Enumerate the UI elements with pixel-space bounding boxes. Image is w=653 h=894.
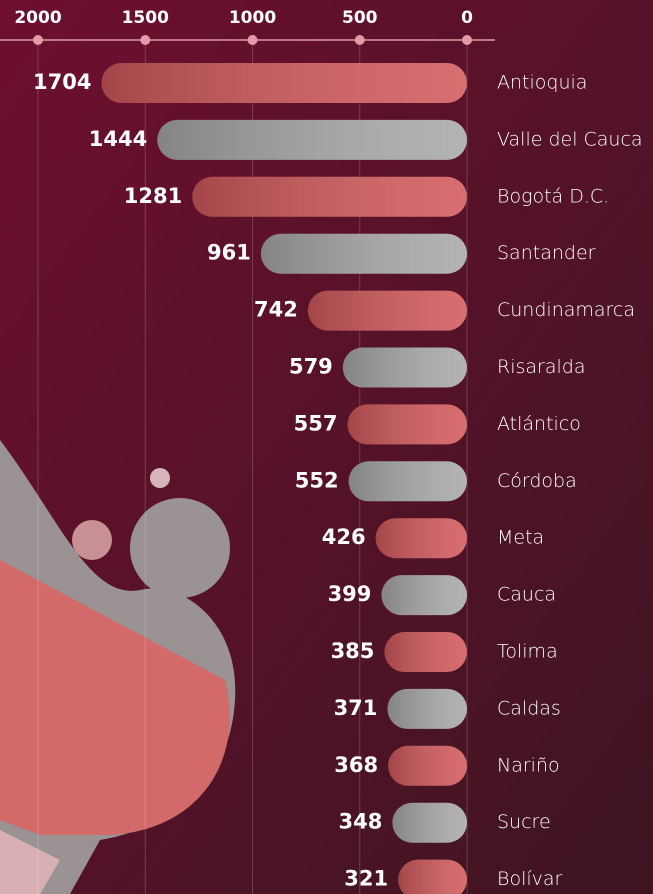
bar-shade	[348, 404, 467, 444]
value-label: 1281	[124, 184, 182, 208]
category-label: Cundinamarca	[497, 299, 635, 321]
bar-shade	[157, 120, 467, 160]
value-label: 1444	[89, 127, 147, 151]
category-label: Caldas	[497, 697, 561, 719]
chart: 2000 1500 1000 500 0 1704 Antioquia 1444 Valle d…	[0, 0, 653, 894]
bar-shade	[261, 234, 467, 274]
x-tick-label: 1000	[229, 8, 276, 28]
x-tick-label: 500	[342, 8, 378, 28]
bar-shade	[392, 803, 467, 843]
value-label: 321	[344, 867, 388, 891]
bar-shade	[308, 291, 467, 331]
category-label: Atlántico	[497, 413, 581, 435]
bar-shade	[192, 177, 467, 217]
category-label: Santander	[497, 242, 596, 264]
x-tick-label: 1500	[122, 8, 169, 28]
value-label: 368	[334, 753, 378, 777]
value-label: 742	[254, 298, 298, 322]
category-label: Bolívar	[497, 868, 563, 890]
category-label: Valle del Cauca	[497, 128, 643, 150]
category-label: Sucre	[497, 811, 551, 833]
bar-shade	[349, 461, 467, 501]
value-label: 579	[289, 355, 333, 379]
value-label: 399	[328, 582, 372, 606]
value-label: 426	[322, 525, 366, 549]
value-label: 371	[334, 696, 378, 720]
tick-mark	[462, 35, 472, 45]
category-label: Tolima	[497, 641, 558, 663]
x-tick-label: 2000	[14, 8, 61, 28]
value-label: 385	[331, 639, 375, 663]
bar-shade	[384, 632, 467, 672]
category-label: Meta	[497, 527, 544, 549]
tick-mark	[33, 35, 43, 45]
bar-shade	[343, 348, 467, 388]
tick-mark	[248, 35, 258, 45]
bar-shade	[398, 860, 467, 894]
category-label: Antioquia	[497, 72, 587, 94]
bar-shade	[387, 689, 467, 729]
value-label: 557	[294, 411, 338, 435]
bar-shade	[381, 575, 467, 615]
value-label: 348	[339, 810, 383, 834]
category-label: Nariño	[497, 754, 560, 776]
value-label: 1704	[33, 70, 91, 94]
value-label: 961	[207, 241, 251, 265]
category-label: Risaralda	[497, 356, 585, 378]
category-label: Cauca	[497, 584, 556, 606]
value-label: 552	[295, 468, 339, 492]
x-tick-label: 0	[461, 8, 473, 28]
bar-shade	[101, 63, 467, 103]
bar-shade	[376, 518, 467, 558]
category-label: Bogotá D.C.	[497, 185, 609, 207]
bar-shade	[388, 746, 467, 786]
category-label: Córdoba	[497, 470, 577, 492]
tick-mark	[140, 35, 150, 45]
tick-mark	[355, 35, 365, 45]
